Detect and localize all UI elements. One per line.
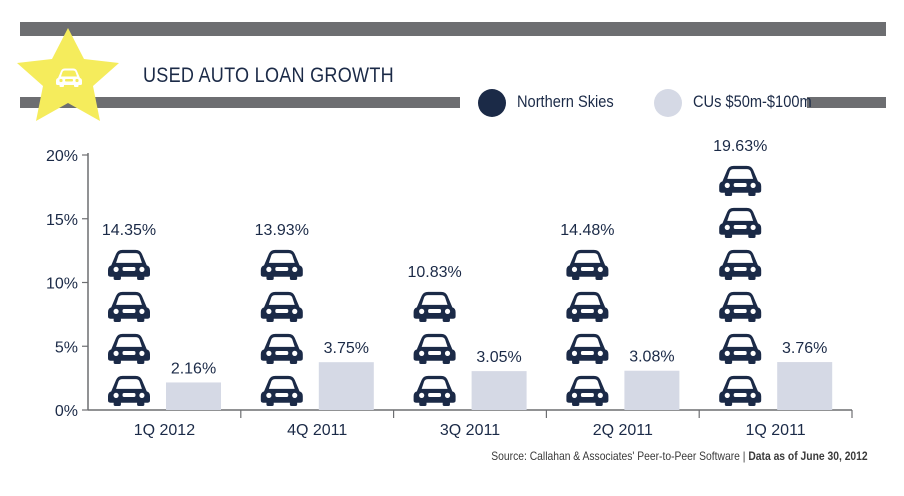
y-tick-label: 20% bbox=[46, 148, 78, 165]
legend-swatch-northern-skies bbox=[478, 89, 506, 117]
car-icon bbox=[108, 375, 150, 406]
title-band-left bbox=[20, 97, 460, 108]
bar-cus bbox=[166, 382, 221, 410]
axes: 0% 5% 10% 15% 20% 1Q 2012 4Q 2011 3Q 2011 2Q 201… bbox=[46, 148, 853, 439]
chart-title: USED AUTO LOAN GROWTH bbox=[143, 64, 394, 87]
car-icon bbox=[566, 333, 609, 364]
x-tick-label: 1Q 2012 bbox=[134, 422, 195, 439]
car-icon bbox=[413, 291, 456, 322]
data-label-northern-skies: 13.93% bbox=[255, 222, 309, 239]
bar-cus bbox=[777, 362, 833, 410]
car-icon bbox=[260, 375, 303, 406]
car-icon bbox=[413, 333, 456, 364]
star-badge bbox=[17, 28, 119, 121]
car-icon bbox=[719, 207, 762, 238]
x-tick-label: 3Q 2011 bbox=[440, 422, 500, 439]
title-band-right bbox=[807, 97, 886, 108]
car-icon bbox=[260, 333, 303, 364]
data-label-cus: 3.08% bbox=[629, 349, 674, 366]
car-icon bbox=[566, 249, 609, 280]
legend-label-cus: CUs $50m-$100m bbox=[693, 92, 812, 111]
car-icon bbox=[719, 375, 762, 406]
x-tick-label: 1Q 2011 bbox=[745, 422, 805, 439]
marks: 14.35% 2.16% 13.93% 3.75% 10.83% 3.05% 14.48% 3… bbox=[102, 138, 833, 410]
car-icon bbox=[413, 375, 456, 406]
data-label-northern-skies: 14.48% bbox=[560, 222, 614, 239]
y-tick-label: 15% bbox=[46, 212, 78, 229]
data-label-northern-skies: 10.83% bbox=[407, 264, 461, 281]
car-icon bbox=[566, 375, 609, 406]
car-icon bbox=[260, 249, 303, 280]
car-icon bbox=[566, 291, 609, 322]
y-tick-label: 10% bbox=[46, 276, 78, 293]
bar-cus bbox=[318, 362, 374, 410]
bar-cus bbox=[471, 371, 527, 410]
bar-cus bbox=[624, 370, 680, 410]
x-tick-label: 4Q 2011 bbox=[287, 422, 347, 439]
car-icon bbox=[108, 291, 150, 322]
car-icon bbox=[108, 249, 150, 280]
source-text: Source: Callahan & Associates' Peer-to-P… bbox=[491, 449, 741, 463]
data-label-cus: 3.05% bbox=[476, 349, 521, 366]
data-label-northern-skies: 14.35% bbox=[102, 222, 156, 239]
legend-label-northern-skies: Northern Skies bbox=[517, 92, 614, 111]
x-tick-label: 2Q 2011 bbox=[593, 422, 653, 439]
car-icon bbox=[719, 333, 762, 364]
car-icon bbox=[260, 291, 303, 322]
car-icon bbox=[56, 68, 82, 87]
data-label-cus: 3.75% bbox=[324, 340, 369, 357]
top-band bbox=[20, 22, 886, 36]
legend-swatch-cus bbox=[654, 89, 682, 117]
data-label-cus: 3.76% bbox=[782, 340, 827, 357]
data-label-northern-skies: 19.63% bbox=[713, 138, 767, 155]
car-icon bbox=[108, 333, 150, 364]
y-tick-label: 5% bbox=[55, 339, 78, 356]
car-icon bbox=[719, 249, 762, 280]
y-tick-label: 0% bbox=[55, 403, 78, 420]
source-note: Source: Callahan & Associates' Peer-to-P… bbox=[491, 449, 868, 463]
car-icon bbox=[719, 165, 762, 196]
data-date: Data as of June 30, 2012 bbox=[748, 449, 868, 463]
car-icon bbox=[719, 291, 762, 322]
data-label-cus: 2.16% bbox=[171, 360, 216, 377]
